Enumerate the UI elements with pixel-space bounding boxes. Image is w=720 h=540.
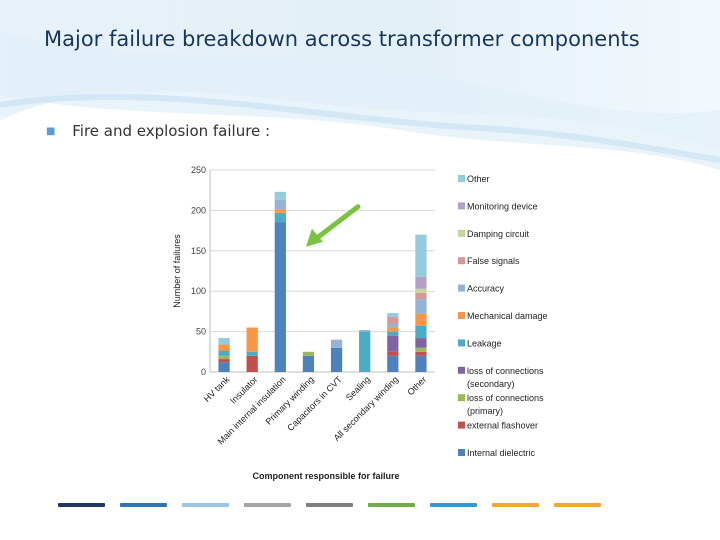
- bar-segment: [330, 347, 343, 372]
- bar-segment: [415, 276, 427, 289]
- legend-label: loss of connections: [467, 366, 544, 376]
- legend-label-cont: (secondary): [467, 379, 515, 389]
- legend-swatch: [458, 284, 465, 292]
- bar-segment: [359, 331, 371, 372]
- bar-segment: [274, 209, 286, 213]
- bar-segment: [415, 351, 427, 356]
- legend-swatch: [458, 339, 465, 347]
- footer-color-bar: [182, 503, 229, 507]
- bar-segment: [415, 299, 427, 314]
- footer-color-bar: [120, 503, 167, 507]
- y-tick-label: 50: [196, 327, 206, 337]
- bar-segment: [415, 325, 427, 339]
- bar-segment: [415, 292, 427, 300]
- bar-segment: [387, 317, 399, 324]
- footer-color-bar: [58, 503, 105, 507]
- legend-label: loss of connections: [467, 393, 544, 403]
- bar-segment: [218, 338, 230, 345]
- bar-segment: [387, 355, 399, 372]
- footer-color-bar: [368, 503, 415, 507]
- legend-label: False signals: [467, 256, 520, 266]
- legend-label: Monitoring device: [467, 201, 538, 211]
- bar-segment: [387, 323, 399, 328]
- y-tick-label: 150: [191, 246, 206, 256]
- y-tick-label: 200: [191, 205, 206, 215]
- annotation-arrow-head: [305, 228, 323, 247]
- legend-swatch: [458, 312, 465, 319]
- footer-color-bar: [554, 503, 601, 507]
- bar-segment: [415, 234, 427, 277]
- bar-segment: [415, 347, 427, 352]
- legend-swatch: [458, 257, 465, 265]
- chart-area: 0 50 100 150 200 250 Number of failures HV tank…: [160, 160, 620, 490]
- y-axis-label: Number of failures: [172, 234, 182, 308]
- slide-title: Major failure breakdown across transform…: [44, 27, 640, 51]
- bar-segment: [415, 313, 427, 326]
- chart-panel: [160, 160, 605, 490]
- bar-segment: [274, 199, 286, 210]
- bar-segment: [359, 329, 371, 332]
- legend-label: Other: [467, 174, 490, 184]
- y-tick-label: 100: [191, 286, 206, 296]
- bar-segment: [246, 355, 258, 372]
- bar-segment: [218, 359, 230, 363]
- footer-color-bar: [244, 503, 291, 507]
- legend-label-cont: (primary): [467, 406, 503, 416]
- bar-segment: [246, 327, 258, 352]
- legend-label: Damping circuit: [467, 229, 530, 239]
- legend-label: Accuracy: [467, 284, 505, 294]
- legend-label: Leakage: [467, 338, 502, 348]
- bar-segment: [387, 351, 399, 356]
- bar-segment: [415, 355, 427, 372]
- legend-swatch: [458, 175, 465, 182]
- legend-label: Internal dielectric: [467, 448, 536, 458]
- bar-segment: [218, 355, 230, 360]
- bar-segment: [218, 362, 230, 372]
- y-tick-label: 0: [201, 367, 206, 377]
- bar-segment: [218, 344, 230, 351]
- bar-segment: [274, 222, 286, 372]
- bar-segment: [387, 335, 399, 352]
- legend-swatch: [458, 449, 465, 456]
- x-axis-label: Component responsible for failure: [252, 471, 399, 481]
- bar-segment: [218, 350, 230, 356]
- bullet-square-icon: ■: [46, 126, 56, 137]
- legend-label: external flashover: [467, 421, 538, 431]
- bar-segment: [246, 351, 258, 356]
- annotation-arrow-shaft: [313, 204, 361, 242]
- legend-swatch: [458, 394, 465, 402]
- bar-segment: [387, 327, 399, 332]
- footer-color-bar: [430, 503, 477, 507]
- legend-swatch: [458, 229, 465, 237]
- legend-swatch: [458, 202, 465, 210]
- legend-swatch: [458, 421, 465, 429]
- bar-segment: [274, 191, 286, 200]
- legend-label: Mechanical damage: [467, 311, 548, 321]
- bar-segment: [387, 313, 399, 318]
- bar-segment: [302, 351, 315, 356]
- bar-segment: [415, 288, 427, 293]
- footer-color-bars: [58, 503, 618, 509]
- bar-segment: [274, 212, 286, 223]
- y-tick-label: 250: [191, 165, 206, 175]
- footer-color-bar: [306, 503, 353, 507]
- legend-swatch: [458, 366, 465, 374]
- bullet-text: Fire and explosion failure :: [72, 122, 271, 140]
- bar-segment: [387, 331, 399, 336]
- bar-segment: [415, 338, 427, 348]
- bar-segment: [330, 339, 343, 348]
- footer-color-bar: [492, 503, 539, 507]
- bar-segment: [302, 355, 315, 372]
- bullet-item: ■ Fire and explosion failure :: [46, 122, 270, 140]
